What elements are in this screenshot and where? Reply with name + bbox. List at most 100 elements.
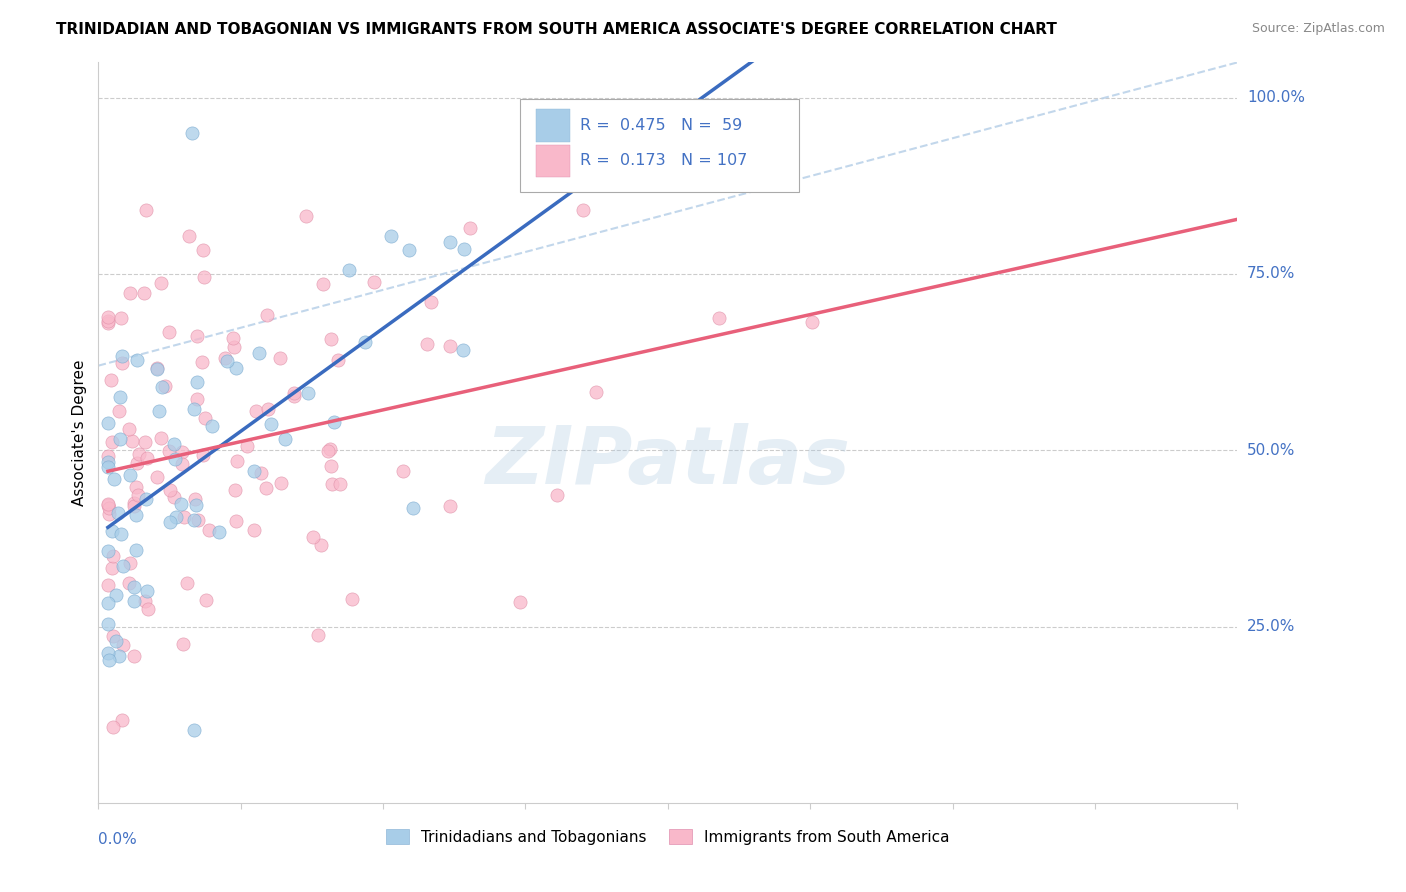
Point xyxy=(148,404,170,418)
Point xyxy=(460,220,482,235)
Point xyxy=(101,434,124,449)
Point xyxy=(319,442,342,456)
Point xyxy=(103,472,125,486)
Point xyxy=(183,401,205,416)
Point xyxy=(283,385,305,400)
Text: Source: ZipAtlas.com: Source: ZipAtlas.com xyxy=(1251,22,1385,36)
Point xyxy=(186,329,208,343)
Point xyxy=(165,509,187,524)
Point xyxy=(145,361,167,376)
Point xyxy=(121,434,143,449)
FancyBboxPatch shape xyxy=(536,109,569,142)
Point xyxy=(97,544,120,558)
Point xyxy=(415,336,437,351)
Point xyxy=(176,576,198,591)
Point xyxy=(801,315,824,329)
Point xyxy=(243,464,266,478)
Point xyxy=(108,390,131,404)
Point xyxy=(135,492,157,507)
Text: R =  0.475   N =  59: R = 0.475 N = 59 xyxy=(581,118,742,133)
Point xyxy=(546,488,568,502)
Point xyxy=(322,415,344,429)
Point xyxy=(122,499,145,513)
Point xyxy=(186,392,208,407)
Point xyxy=(439,500,461,514)
Point xyxy=(136,602,159,616)
Point xyxy=(243,524,266,538)
Point xyxy=(439,339,461,353)
Point xyxy=(98,653,121,667)
Point xyxy=(108,648,131,663)
Point xyxy=(97,450,120,464)
Point xyxy=(222,331,245,345)
Point xyxy=(256,308,278,322)
Point xyxy=(124,480,146,494)
Point xyxy=(163,436,186,450)
Point xyxy=(111,638,134,652)
Point xyxy=(125,543,148,558)
Point xyxy=(145,469,167,483)
Point xyxy=(118,285,141,300)
Point xyxy=(118,468,141,483)
Point xyxy=(208,524,231,539)
Point xyxy=(97,314,120,328)
Point xyxy=(111,356,134,370)
Text: 50.0%: 50.0% xyxy=(1247,442,1295,458)
Text: 0.0%: 0.0% xyxy=(98,832,138,847)
Point xyxy=(146,361,169,376)
Point xyxy=(170,457,193,471)
Point xyxy=(380,229,402,244)
Point xyxy=(214,351,236,365)
Point xyxy=(157,326,180,340)
Point xyxy=(165,452,187,467)
Point xyxy=(224,483,246,497)
Point xyxy=(301,530,323,544)
Point xyxy=(191,449,214,463)
Point xyxy=(439,235,461,249)
Point xyxy=(159,483,181,498)
Point xyxy=(312,277,335,291)
Text: 75.0%: 75.0% xyxy=(1247,267,1295,282)
Point xyxy=(97,310,120,324)
Point xyxy=(134,593,156,607)
Point xyxy=(274,432,297,446)
Point xyxy=(98,507,121,521)
Point xyxy=(122,495,145,509)
Point xyxy=(363,275,385,289)
Point xyxy=(97,417,120,431)
Point xyxy=(103,720,125,734)
Point xyxy=(172,637,194,651)
Point xyxy=(187,513,209,527)
Point xyxy=(184,498,207,512)
Point xyxy=(110,311,132,326)
Point xyxy=(135,451,157,466)
Point xyxy=(260,417,283,431)
Point xyxy=(108,404,131,418)
Point xyxy=(98,500,121,515)
Point xyxy=(122,648,145,663)
Point xyxy=(124,594,146,608)
Point xyxy=(97,499,120,513)
Point xyxy=(201,419,224,434)
Point xyxy=(125,508,148,522)
Point xyxy=(226,453,249,467)
Point xyxy=(127,456,149,470)
Point xyxy=(155,379,177,393)
Point xyxy=(183,513,205,527)
Point xyxy=(254,482,277,496)
Point xyxy=(128,446,150,460)
Point xyxy=(420,294,443,309)
Point xyxy=(245,404,267,418)
Point xyxy=(297,385,319,400)
Point xyxy=(112,558,135,573)
Point xyxy=(97,316,120,330)
Point xyxy=(585,384,607,399)
Point xyxy=(97,455,120,469)
Point xyxy=(326,353,349,368)
Point xyxy=(235,439,257,453)
Text: 25.0%: 25.0% xyxy=(1247,619,1295,634)
Point xyxy=(97,578,120,592)
Point xyxy=(97,596,120,610)
Point xyxy=(150,380,173,394)
Point xyxy=(186,375,208,389)
